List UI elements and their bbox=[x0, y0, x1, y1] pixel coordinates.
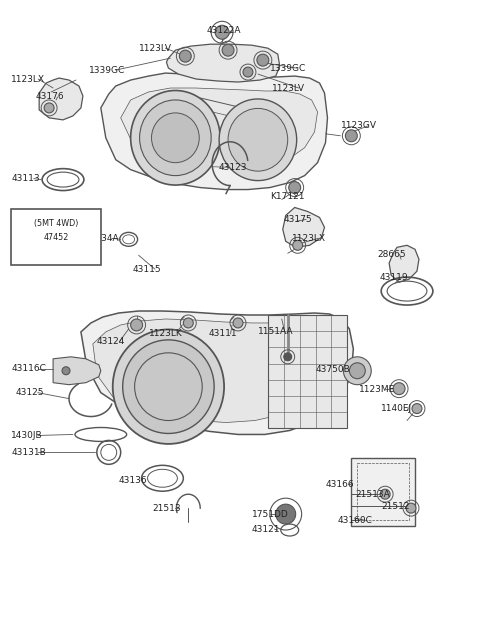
Text: 1123LK: 1123LK bbox=[148, 329, 182, 339]
Text: 1140EJ: 1140EJ bbox=[381, 404, 412, 413]
Text: 43175: 43175 bbox=[284, 215, 312, 224]
Text: K17121: K17121 bbox=[270, 192, 304, 201]
Text: (5MT 4WD): (5MT 4WD) bbox=[34, 219, 78, 228]
Circle shape bbox=[183, 318, 193, 328]
Circle shape bbox=[346, 130, 357, 142]
Text: 28665: 28665 bbox=[377, 250, 406, 259]
Circle shape bbox=[44, 103, 54, 113]
Ellipse shape bbox=[140, 100, 211, 176]
Text: 43750B: 43750B bbox=[315, 366, 350, 374]
Ellipse shape bbox=[123, 340, 214, 433]
Ellipse shape bbox=[113, 329, 224, 444]
Text: 43111: 43111 bbox=[208, 329, 237, 339]
Text: 1123ME: 1123ME bbox=[360, 385, 396, 394]
Polygon shape bbox=[167, 44, 280, 82]
Text: 47452: 47452 bbox=[43, 233, 69, 242]
Circle shape bbox=[349, 363, 365, 379]
Polygon shape bbox=[39, 78, 83, 120]
Ellipse shape bbox=[152, 113, 199, 162]
Text: 1339GC: 1339GC bbox=[270, 63, 306, 73]
Text: 43119: 43119 bbox=[379, 273, 408, 282]
Ellipse shape bbox=[228, 108, 288, 171]
Text: 1123LV: 1123LV bbox=[139, 44, 171, 53]
Circle shape bbox=[393, 382, 405, 394]
Polygon shape bbox=[101, 73, 327, 189]
Circle shape bbox=[276, 504, 296, 524]
Text: 21513A: 21513A bbox=[355, 490, 390, 498]
Text: 1751DD: 1751DD bbox=[252, 510, 288, 519]
Circle shape bbox=[62, 367, 70, 375]
Circle shape bbox=[343, 357, 371, 385]
Text: 43176: 43176 bbox=[35, 92, 64, 102]
Text: 1430JB: 1430JB bbox=[12, 431, 43, 440]
Text: 43136: 43136 bbox=[119, 476, 147, 485]
Polygon shape bbox=[268, 315, 348, 428]
Text: 43131B: 43131B bbox=[12, 448, 46, 457]
Polygon shape bbox=[93, 319, 337, 423]
Circle shape bbox=[222, 44, 234, 56]
Text: 21512: 21512 bbox=[381, 502, 409, 510]
Bar bbox=[12, 209, 101, 265]
Text: 1123LX: 1123LX bbox=[12, 75, 45, 83]
Text: 43116C: 43116C bbox=[12, 364, 46, 373]
Polygon shape bbox=[283, 208, 324, 247]
Text: 43166: 43166 bbox=[325, 480, 354, 488]
Text: 43124: 43124 bbox=[97, 337, 125, 346]
Circle shape bbox=[257, 54, 269, 66]
Text: 1123LX: 1123LX bbox=[292, 234, 326, 243]
Circle shape bbox=[233, 318, 243, 328]
Circle shape bbox=[288, 182, 300, 194]
Text: 1339GC: 1339GC bbox=[89, 66, 125, 75]
Circle shape bbox=[380, 489, 390, 499]
Text: 43115: 43115 bbox=[132, 265, 161, 274]
Text: 43125: 43125 bbox=[15, 388, 44, 397]
Circle shape bbox=[215, 25, 229, 40]
Polygon shape bbox=[120, 88, 318, 167]
Text: 43123: 43123 bbox=[218, 163, 247, 172]
Polygon shape bbox=[389, 245, 419, 282]
Circle shape bbox=[180, 50, 192, 62]
Text: 1123LV: 1123LV bbox=[272, 83, 305, 93]
Circle shape bbox=[412, 404, 422, 414]
Text: 43113: 43113 bbox=[12, 174, 40, 183]
Polygon shape bbox=[53, 357, 101, 385]
Polygon shape bbox=[351, 458, 415, 526]
Ellipse shape bbox=[131, 90, 220, 185]
Text: 21513: 21513 bbox=[153, 503, 181, 513]
Text: 43121: 43121 bbox=[252, 525, 280, 534]
Ellipse shape bbox=[219, 99, 297, 181]
Circle shape bbox=[406, 503, 416, 513]
Text: 1123GV: 1123GV bbox=[341, 122, 377, 130]
Circle shape bbox=[131, 319, 143, 331]
Circle shape bbox=[243, 67, 253, 77]
Polygon shape bbox=[81, 311, 353, 435]
Text: 43122A: 43122A bbox=[206, 26, 240, 34]
Text: 1151AA: 1151AA bbox=[258, 327, 293, 337]
Text: 43160C: 43160C bbox=[337, 515, 372, 525]
Text: 43134A: 43134A bbox=[85, 234, 120, 243]
Circle shape bbox=[293, 240, 302, 250]
Circle shape bbox=[284, 353, 292, 361]
